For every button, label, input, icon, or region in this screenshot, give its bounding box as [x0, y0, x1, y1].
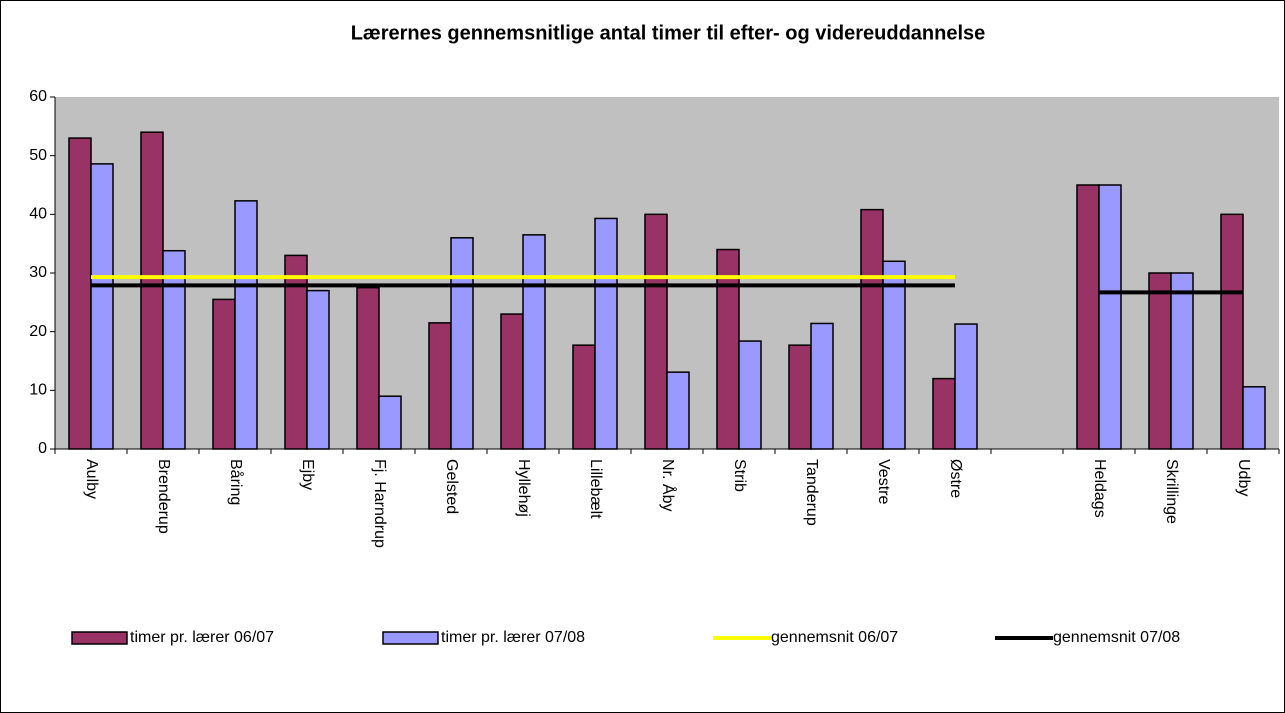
- x-tick-label: Heldags: [1091, 459, 1108, 518]
- x-tick-label: Aulby: [83, 459, 100, 499]
- x-tick-label: Gelsted: [443, 459, 460, 514]
- bar: [90, 163, 114, 450]
- bar: [1076, 184, 1100, 450]
- x-tick-label: Skrillinge: [1163, 459, 1180, 524]
- y-tick-label: 60: [29, 88, 47, 105]
- bar: [140, 131, 164, 450]
- y-tick-label: 40: [29, 206, 47, 223]
- bar: [356, 286, 380, 450]
- bar: [932, 377, 956, 450]
- bar: [594, 217, 618, 450]
- x-tick-label: Vestre: [875, 459, 892, 504]
- y-tick-label: 50: [29, 147, 47, 164]
- bar: [306, 289, 330, 450]
- legend-label: timer pr. lærer 07/08: [441, 629, 585, 646]
- bar: [1148, 272, 1172, 450]
- bar: [522, 234, 546, 450]
- bar: [1170, 272, 1194, 450]
- bar: [500, 313, 524, 450]
- x-tick-label: Tanderup: [803, 459, 820, 526]
- bar: [788, 344, 812, 450]
- legend-swatch: [71, 631, 128, 645]
- bar: [860, 208, 884, 450]
- bar: [716, 248, 740, 450]
- bar: [738, 340, 762, 450]
- x-tick-label: Østre: [947, 459, 964, 498]
- y-tick-label: 30: [29, 264, 47, 281]
- bar: [1098, 184, 1122, 450]
- bar: [572, 344, 596, 450]
- bar: [162, 249, 186, 450]
- legend-label: gennemsnit 06/07: [771, 629, 898, 646]
- bar: [1242, 386, 1266, 450]
- bar: [378, 395, 402, 450]
- chart-title: Lærernes gennemsnitlige antal timer til …: [351, 22, 986, 44]
- legend-swatch: [382, 631, 439, 645]
- y-tick-label: 20: [29, 323, 47, 340]
- y-tick-label: 0: [38, 440, 47, 457]
- x-tick-label: Brenderup: [155, 459, 172, 534]
- bar: [68, 137, 92, 450]
- bar: [810, 322, 834, 450]
- x-tick-label: Lillebælt: [587, 459, 604, 519]
- bar: [644, 213, 668, 450]
- bar: [882, 260, 906, 450]
- legend-label: timer pr. lærer 06/07: [130, 629, 274, 646]
- bar: [954, 323, 978, 450]
- x-tick-label: Hyllehøj: [515, 459, 532, 517]
- bar: [1220, 213, 1244, 450]
- bar: [450, 237, 474, 450]
- x-tick-label: Udby: [1235, 459, 1252, 496]
- bar: [428, 322, 452, 450]
- x-tick-label: Fj. Harndrup: [371, 459, 388, 548]
- bar: [234, 200, 258, 450]
- x-tick-label: Ejby: [299, 459, 316, 490]
- x-tick-label: Båring: [227, 459, 245, 505]
- bar: [212, 298, 236, 450]
- y-tick-label: 10: [29, 382, 47, 399]
- x-tick-label: Strib: [731, 459, 748, 492]
- x-tick-label: Nr. Åby: [659, 459, 678, 511]
- bar: [666, 371, 690, 450]
- legend-label: gennemsnit 07/08: [1053, 629, 1180, 646]
